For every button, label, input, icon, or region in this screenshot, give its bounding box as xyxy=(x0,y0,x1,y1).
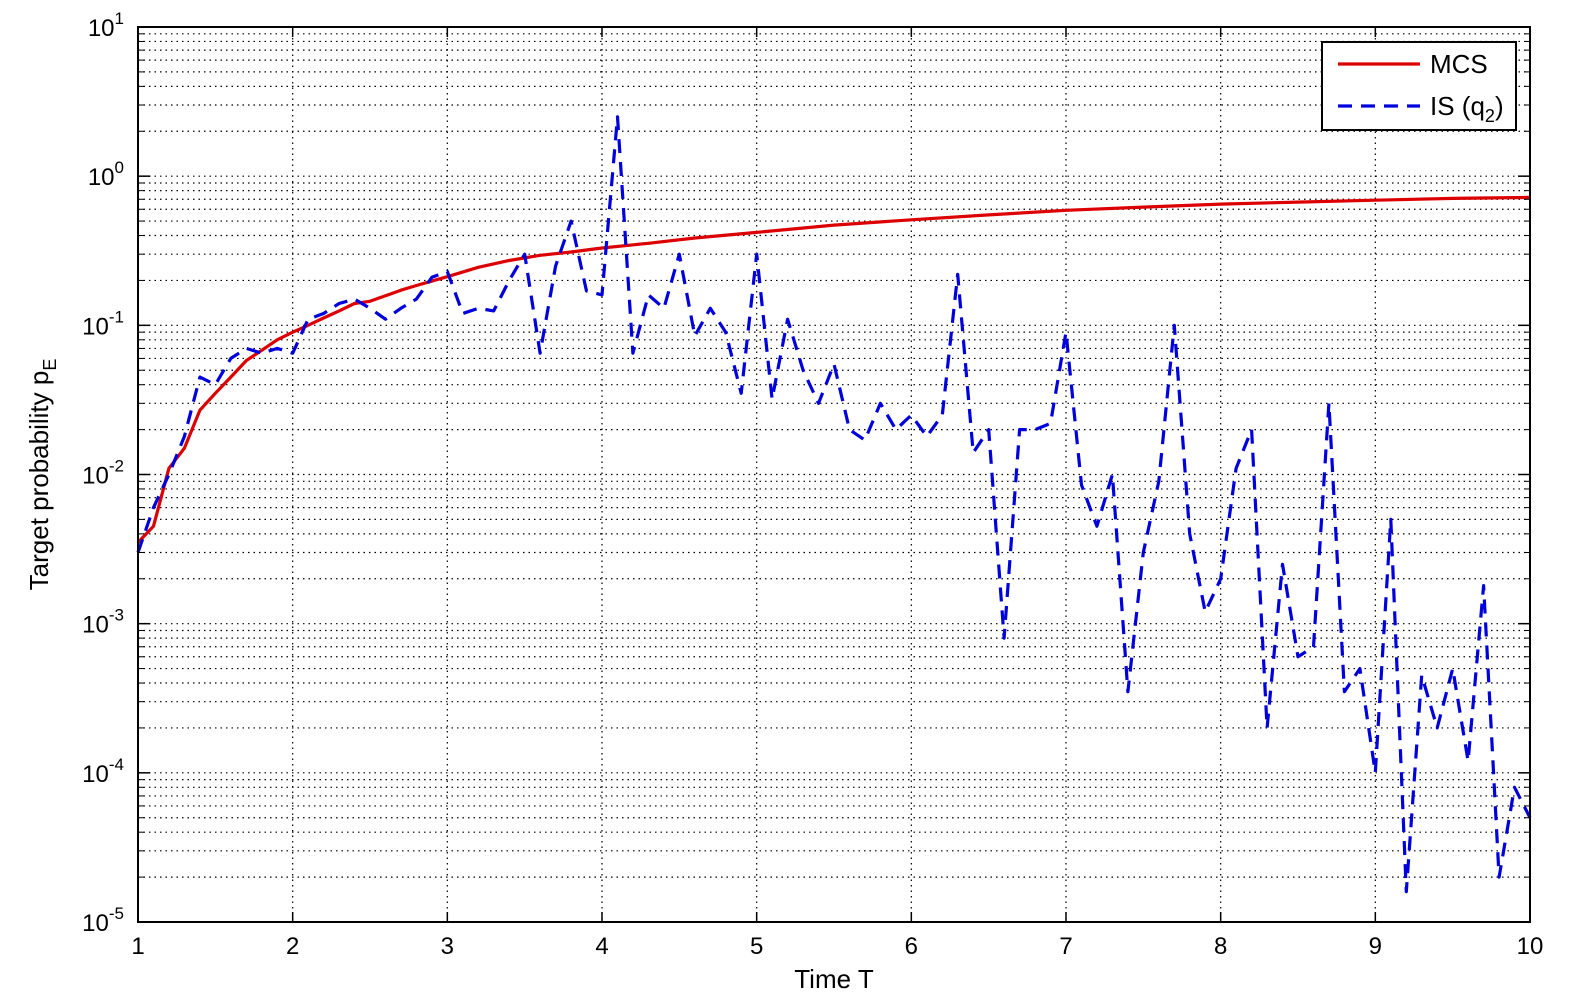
y-tick-label: 10-3 xyxy=(82,606,124,639)
y-tick-label: 10-5 xyxy=(82,904,124,937)
grid-lines xyxy=(138,27,1530,922)
series-line-is xyxy=(136,115,1532,894)
y-tick-label-exponent: -4 xyxy=(109,755,124,774)
legend-label-mcs: MCS xyxy=(1430,49,1488,79)
y-tick-label-base: 10 xyxy=(82,761,109,788)
y-tick-label-exponent: -2 xyxy=(109,457,124,476)
y-tick-label-exponent: 0 xyxy=(115,158,124,177)
x-tick-label: 10 xyxy=(1517,933,1544,960)
x-tick-label: 9 xyxy=(1369,933,1382,960)
y-tick-label-base: 10 xyxy=(82,313,109,340)
x-tick-label: 1 xyxy=(131,933,144,960)
y-tick-label-base: 10 xyxy=(82,612,109,639)
y-tick-label-exponent: -5 xyxy=(109,904,124,923)
y-tick-label-exponent: -1 xyxy=(109,307,124,326)
legend-label-is-subscript: 2 xyxy=(1485,106,1495,126)
legend-label-is-main: IS (q xyxy=(1430,91,1485,121)
y-axis-label: Target probability pE xyxy=(24,359,60,591)
y-tick-label-exponent: 1 xyxy=(115,9,124,28)
y-tick-label: 10-4 xyxy=(82,755,124,788)
x-tick-label: 2 xyxy=(286,933,299,960)
legend-label-is: IS (q2) xyxy=(1430,91,1504,126)
y-axis-label-subscript: E xyxy=(40,359,60,371)
y-tick-label-base: 10 xyxy=(88,15,115,42)
y-tick-label-base: 10 xyxy=(88,164,115,191)
series-layer xyxy=(136,115,1532,894)
x-tick-label: 8 xyxy=(1214,933,1227,960)
legend: MCS IS (q2) xyxy=(1321,41,1517,131)
x-tick-label: 4 xyxy=(595,933,608,960)
y-tick-label: 100 xyxy=(88,158,124,191)
y-tick-label-base: 10 xyxy=(82,910,109,937)
x-tick-label: 5 xyxy=(750,933,763,960)
y-tick-label: 10-1 xyxy=(82,307,124,340)
series-line-mcs xyxy=(136,195,1531,544)
y-tick-label: 101 xyxy=(88,9,124,42)
x-axis-label: Time T xyxy=(794,964,874,994)
y-axis-label-main: Target probability p xyxy=(24,371,54,591)
legend-box xyxy=(1321,41,1517,131)
y-tick-label: 10-2 xyxy=(82,457,124,490)
x-tick-label: 6 xyxy=(905,933,918,960)
tick-marks xyxy=(137,26,1531,923)
x-tick-label: 3 xyxy=(441,933,454,960)
y-tick-label-base: 10 xyxy=(82,463,109,490)
x-tick-labels: 1 2 3 4 5 6 7 8 9 10 xyxy=(131,933,1543,960)
y-tick-label-exponent: -3 xyxy=(109,606,124,625)
legend-label-is-suffix: ) xyxy=(1495,91,1504,121)
x-tick-label: 7 xyxy=(1059,933,1072,960)
